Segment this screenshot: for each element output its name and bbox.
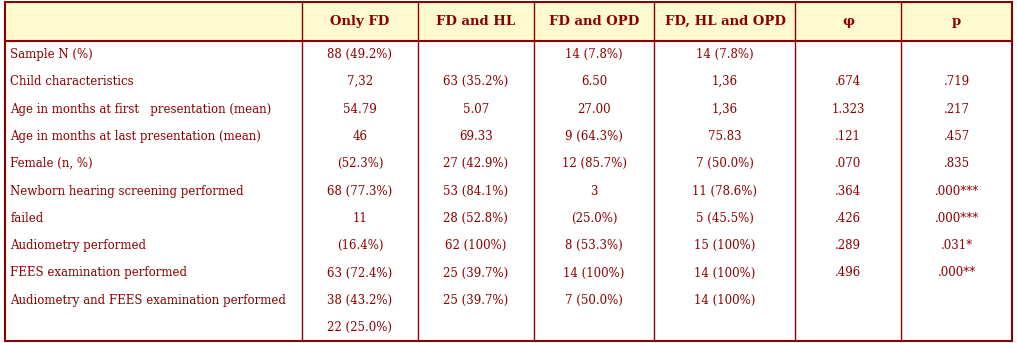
- Text: 53 (84.1%): 53 (84.1%): [443, 185, 508, 198]
- Text: p: p: [952, 15, 961, 28]
- Text: .121: .121: [835, 130, 861, 143]
- Text: 25 (39.7%): 25 (39.7%): [443, 294, 508, 307]
- Bar: [5, 2, 1012, 41]
- Text: 11: 11: [353, 212, 367, 225]
- Text: .457: .457: [944, 130, 969, 143]
- Text: FD, HL and OPD: FD, HL and OPD: [664, 15, 785, 28]
- Text: 62 (100%): 62 (100%): [445, 239, 506, 252]
- Text: 46: 46: [353, 130, 367, 143]
- Text: 88 (49.2%): 88 (49.2%): [327, 48, 393, 61]
- Text: .674: .674: [835, 75, 861, 88]
- Text: Age in months at last presentation (mean): Age in months at last presentation (mean…: [10, 130, 261, 143]
- Text: Age in months at first   presentation (mean): Age in months at first presentation (mea…: [10, 103, 272, 116]
- Text: .364: .364: [835, 185, 861, 198]
- Text: 11 (78.6%): 11 (78.6%): [693, 185, 758, 198]
- Text: Sample N (%): Sample N (%): [10, 48, 93, 61]
- Text: 25 (39.7%): 25 (39.7%): [443, 267, 508, 280]
- Text: 63 (35.2%): 63 (35.2%): [443, 75, 508, 88]
- Text: 8 (53.3%): 8 (53.3%): [565, 239, 623, 252]
- Text: FD and HL: FD and HL: [436, 15, 516, 28]
- Text: (25.0%): (25.0%): [571, 212, 617, 225]
- Text: FD and OPD: FD and OPD: [549, 15, 640, 28]
- Text: φ: φ: [842, 15, 854, 28]
- Text: .000**: .000**: [938, 267, 975, 280]
- Text: Only FD: Only FD: [331, 15, 390, 28]
- Text: .496: .496: [835, 267, 861, 280]
- Text: 28 (52.8%): 28 (52.8%): [443, 212, 508, 225]
- Text: Female (n, %): Female (n, %): [10, 157, 93, 170]
- Text: 3: 3: [590, 185, 598, 198]
- Text: 7 (50.0%): 7 (50.0%): [565, 294, 623, 307]
- Text: FEES examination performed: FEES examination performed: [10, 267, 187, 280]
- Text: 1.323: 1.323: [832, 103, 865, 116]
- Text: 15 (100%): 15 (100%): [695, 239, 756, 252]
- Text: 27 (42.9%): 27 (42.9%): [443, 157, 508, 170]
- Text: Audiometry performed: Audiometry performed: [10, 239, 146, 252]
- Text: .289: .289: [835, 239, 861, 252]
- Text: 7 (50.0%): 7 (50.0%): [696, 157, 754, 170]
- Text: 1,36: 1,36: [712, 103, 738, 116]
- Text: 54.79: 54.79: [343, 103, 377, 116]
- Text: 63 (72.4%): 63 (72.4%): [327, 267, 393, 280]
- Text: 14 (100%): 14 (100%): [695, 267, 756, 280]
- Text: 27.00: 27.00: [578, 103, 611, 116]
- Text: (52.3%): (52.3%): [337, 157, 383, 170]
- Text: 1,36: 1,36: [712, 75, 738, 88]
- Text: .000***: .000***: [935, 185, 978, 198]
- Text: 69.33: 69.33: [459, 130, 492, 143]
- Text: 38 (43.2%): 38 (43.2%): [327, 294, 393, 307]
- Text: 75.83: 75.83: [708, 130, 741, 143]
- Text: 68 (77.3%): 68 (77.3%): [327, 185, 393, 198]
- Text: 6.50: 6.50: [581, 75, 607, 88]
- Text: 9 (64.3%): 9 (64.3%): [565, 130, 623, 143]
- Text: Child characteristics: Child characteristics: [10, 75, 134, 88]
- Text: .031*: .031*: [941, 239, 972, 252]
- Text: .719: .719: [944, 75, 969, 88]
- Text: .426: .426: [835, 212, 861, 225]
- Text: 22 (25.0%): 22 (25.0%): [327, 321, 393, 334]
- Text: 14 (100%): 14 (100%): [695, 294, 756, 307]
- Text: .217: .217: [944, 103, 969, 116]
- Text: (16.4%): (16.4%): [337, 239, 383, 252]
- Text: .835: .835: [944, 157, 969, 170]
- Text: .000***: .000***: [935, 212, 978, 225]
- Text: 7,32: 7,32: [347, 75, 373, 88]
- Text: .070: .070: [835, 157, 861, 170]
- Text: 12 (85.7%): 12 (85.7%): [561, 157, 626, 170]
- Text: 5 (45.5%): 5 (45.5%): [696, 212, 754, 225]
- Text: Newborn hearing screening performed: Newborn hearing screening performed: [10, 185, 244, 198]
- Text: 14 (100%): 14 (100%): [563, 267, 624, 280]
- Text: Audiometry and FEES examination performed: Audiometry and FEES examination performe…: [10, 294, 286, 307]
- Text: 14 (7.8%): 14 (7.8%): [697, 48, 754, 61]
- Text: failed: failed: [10, 212, 44, 225]
- Text: 5.07: 5.07: [463, 103, 489, 116]
- Text: 14 (7.8%): 14 (7.8%): [565, 48, 622, 61]
